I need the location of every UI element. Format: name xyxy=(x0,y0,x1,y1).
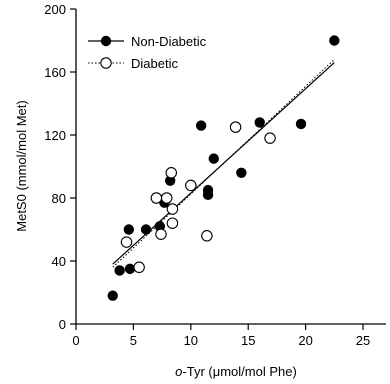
legend-label-diabetic: Diabetic xyxy=(131,56,178,71)
data-point-diabetic xyxy=(133,261,145,274)
y-tick-label: 160 xyxy=(44,65,66,80)
data-point-diabetic xyxy=(150,192,163,204)
x-tick-label: 0 xyxy=(72,333,79,348)
data-point-diabetic xyxy=(155,228,167,240)
x-axis-title-italic: o xyxy=(175,364,182,379)
data-point-non-diabetic xyxy=(202,189,214,201)
legend-label-non-diabetic: Non-Diabetic xyxy=(131,34,207,49)
x-tick-label: 10 xyxy=(184,333,198,348)
y-tick-label: 200 xyxy=(44,2,66,17)
data-point-diabetic xyxy=(166,217,179,229)
x-tick-label: 25 xyxy=(356,333,370,348)
regression-lines xyxy=(112,59,335,268)
regression-line-diabetic xyxy=(112,59,335,268)
y-axis-title: MetS0 (mmol/mol Met) xyxy=(14,100,29,231)
data-point-diabetic xyxy=(120,236,133,248)
data-point-non-diabetic xyxy=(195,120,207,131)
y-tick-label: 0 xyxy=(59,317,66,332)
x-tick-label: 20 xyxy=(298,333,312,348)
data-point-non-diabetic xyxy=(208,153,219,164)
data-point-diabetic xyxy=(185,179,197,192)
data-point-non-diabetic xyxy=(254,117,265,128)
data-point-non-diabetic xyxy=(123,224,135,235)
data-point-non-diabetic xyxy=(236,167,247,178)
data-points xyxy=(107,35,340,301)
data-point-non-diabetic xyxy=(107,290,118,301)
legend-marker-filled xyxy=(100,35,112,47)
data-point-non-diabetic xyxy=(295,118,307,130)
data-point-non-diabetic xyxy=(140,224,152,235)
x-tick-label: 5 xyxy=(130,333,137,348)
data-point-diabetic xyxy=(201,230,213,242)
y-tick-label: 40 xyxy=(52,254,66,269)
x-axis-title-rest: -Tyr (μmol/mol Phe) xyxy=(182,364,296,379)
data-point-non-diabetic xyxy=(114,265,125,276)
data-point-diabetic xyxy=(229,121,242,133)
legend: Non-Diabetic Diabetic xyxy=(88,34,207,71)
y-tick-label: 120 xyxy=(44,128,66,143)
data-point-diabetic xyxy=(264,132,276,144)
y-tick-label: 80 xyxy=(52,191,66,206)
x-tick-label: 15 xyxy=(241,333,255,348)
data-point-non-diabetic xyxy=(124,263,136,275)
data-point-diabetic xyxy=(160,192,173,204)
data-point-diabetic xyxy=(166,203,179,215)
x-axis-title: o-Tyr (μmol/mol Phe) xyxy=(175,364,297,379)
legend-marker-open xyxy=(100,57,112,69)
x-ticks: 0 5 10 15 20 25 xyxy=(72,324,370,348)
y-ticks: 0 40 80 120 160 200 xyxy=(44,2,76,332)
data-point-diabetic xyxy=(165,167,178,179)
data-point-non-diabetic xyxy=(329,35,340,46)
